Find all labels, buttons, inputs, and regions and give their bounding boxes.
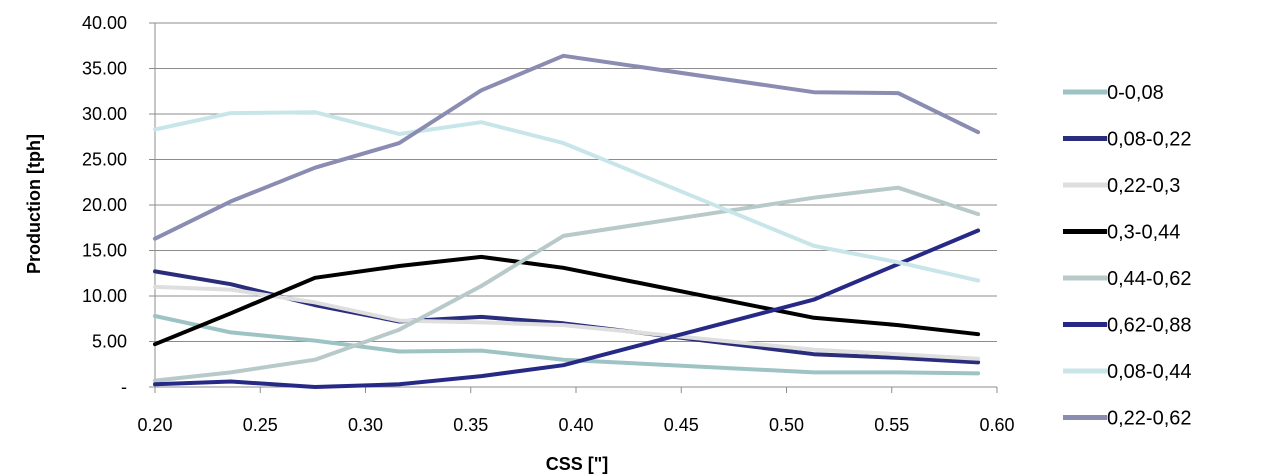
x-tick-label: 0.45 xyxy=(664,415,699,435)
y-tick-label: 40.00 xyxy=(82,13,127,33)
x-tick-label: 0.60 xyxy=(979,415,1014,435)
y-tick-label: 5.00 xyxy=(92,332,127,352)
legend-label-8: 0,22-0,62 xyxy=(1107,408,1192,430)
legend: 0-0,08 0,08-0,22 0,22-0,3 0,3-0,44 0,44-0,62… xyxy=(1063,82,1192,430)
legend-label-6: 0,62-0,88 xyxy=(1107,315,1192,337)
legend-label-7: 0,08-0,44 xyxy=(1107,361,1192,383)
y-tick-label: 35.00 xyxy=(82,59,127,79)
x-axis-title: CSS ["] xyxy=(546,454,609,474)
series-line-2 xyxy=(153,269,981,365)
tick-labels: - 5.00 10.00 15.00 20.00 25.00 30.00 35.00 40.00… xyxy=(82,13,1015,435)
y-tick-label: - xyxy=(121,377,127,397)
y-tick-label: 30.00 xyxy=(82,104,127,124)
x-tick-label: 0.20 xyxy=(137,415,172,435)
y-tick-label: 10.00 xyxy=(82,286,127,306)
legend-label-1: 0-0,08 xyxy=(1107,82,1164,104)
series-line-5 xyxy=(153,185,981,383)
x-tick-label: 0.40 xyxy=(558,415,593,435)
x-tick-label: 0.50 xyxy=(769,415,804,435)
x-tick-label: 0.30 xyxy=(348,415,383,435)
y-tick-label: 25.00 xyxy=(82,150,127,170)
series-line-3 xyxy=(153,284,981,361)
series-line-4 xyxy=(153,254,981,347)
gridlines xyxy=(155,22,997,388)
legend-label-4: 0,3-0,44 xyxy=(1107,222,1180,244)
y-tick-label: 20.00 xyxy=(82,195,127,215)
series-line-6 xyxy=(153,228,981,389)
legend-label-3: 0,22-0,3 xyxy=(1107,175,1180,197)
legend-label-5: 0,44-0,62 xyxy=(1107,268,1192,290)
legend-label-2: 0,08-0,22 xyxy=(1107,129,1192,151)
series-lines xyxy=(153,53,981,389)
y-tick-label: 15.00 xyxy=(82,241,127,261)
series-line-7 xyxy=(153,110,981,283)
x-tick-label: 0.25 xyxy=(243,415,278,435)
series-line-1 xyxy=(153,314,981,376)
y-axis-title: Production [tph] xyxy=(24,134,44,274)
series-line-8 xyxy=(153,53,981,241)
x-tick-label: 0.35 xyxy=(453,415,488,435)
x-tick-label: 0.55 xyxy=(874,415,909,435)
